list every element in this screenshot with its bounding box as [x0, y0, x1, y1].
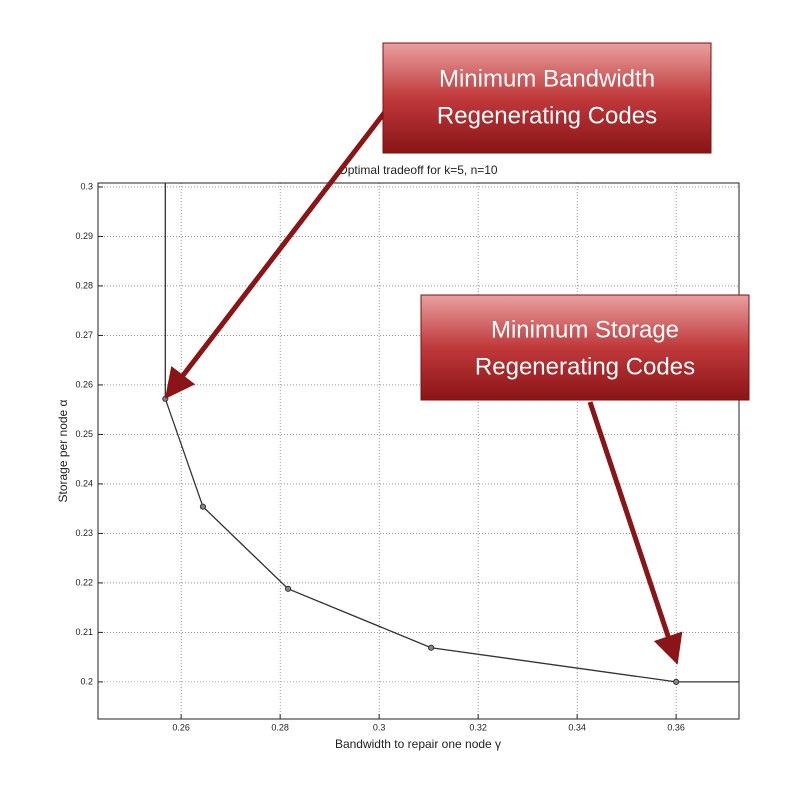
- callout-text: Regenerating Codes: [437, 102, 657, 129]
- point: [428, 644, 435, 651]
- callout-box: [420, 294, 750, 401]
- callout-box: [382, 42, 712, 154]
- chart-title: Optimal tradeoff for k=5, n=10: [338, 163, 498, 177]
- plot-area: [97, 182, 740, 720]
- y-tick-label: 0.2: [80, 676, 93, 686]
- y-axis-label: Storage per node α: [56, 399, 70, 502]
- callout-arrow: [587, 401, 683, 665]
- y-tick-label: 0.29: [75, 231, 93, 241]
- x-tick-label: 0.34: [568, 722, 586, 732]
- x-tick-label: 0.28: [271, 722, 289, 732]
- y-tick-label: 0.21: [75, 627, 93, 637]
- y-tick-label: 0.27: [75, 330, 93, 340]
- point: [673, 678, 680, 685]
- x-tick-label: 0.32: [469, 722, 487, 732]
- point: [162, 395, 169, 402]
- y-tick-label: 0.3: [80, 181, 93, 191]
- y-tick-label: 0.22: [75, 577, 93, 587]
- callout-text: Regenerating Codes: [475, 353, 695, 380]
- x-tick-label: 0.36: [667, 722, 685, 732]
- callout-text: Minimum Storage: [491, 316, 679, 343]
- callout-text: Minimum Bandwidth: [439, 65, 655, 92]
- x-axis-label: Bandwidth to repair one node γ: [335, 737, 501, 751]
- callout-arrow: [164, 106, 390, 399]
- point: [199, 503, 207, 510]
- y-tick-label: 0.26: [75, 379, 93, 389]
- point: [284, 585, 292, 592]
- y-tick-label: 0.25: [75, 429, 93, 439]
- y-tick-label: 0.23: [75, 528, 93, 538]
- y-tick-label: 0.28: [75, 280, 93, 290]
- x-tick-label: 0.26: [172, 722, 190, 732]
- y-tick-label: 0.24: [75, 478, 93, 488]
- x-tick-label: 0.3: [373, 722, 386, 732]
